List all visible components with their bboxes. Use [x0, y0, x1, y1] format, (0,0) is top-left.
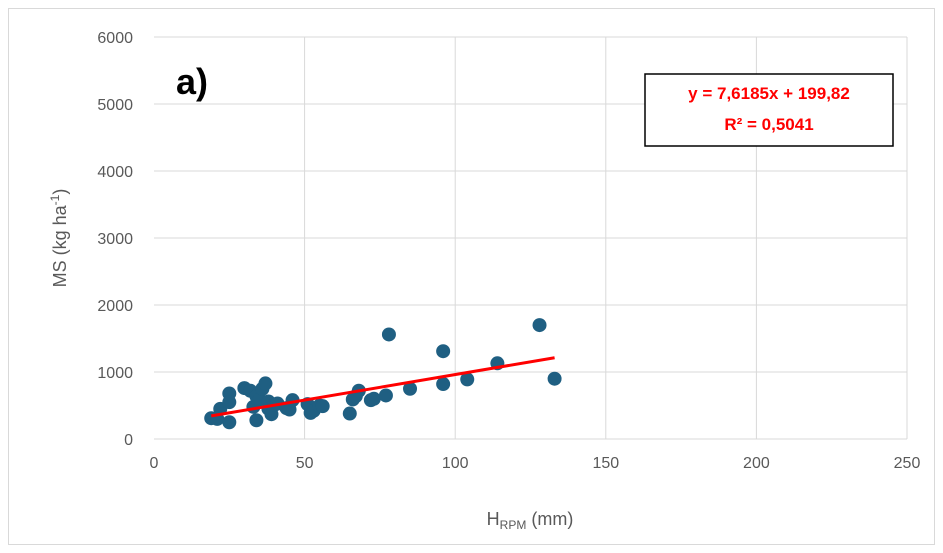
trendline-equation: y = 7,6185x + 199,82	[688, 84, 850, 103]
y-tick-labels: 0 1000 2000 3000 4000 5000 6000	[97, 30, 133, 449]
data-point	[378, 388, 393, 403]
trendline-group	[210, 356, 555, 418]
y-axis-title-superscript: -1	[48, 194, 62, 205]
x-tick-label: 100	[442, 455, 469, 472]
data-point	[342, 406, 357, 421]
data-point	[532, 318, 547, 333]
y-tick-label: 5000	[97, 97, 133, 114]
data-point	[249, 413, 264, 428]
data-point	[547, 371, 562, 386]
y-tick-label: 0	[124, 432, 133, 449]
x-axis-title-unit: (mm)	[526, 509, 573, 529]
panel-label: a)	[176, 61, 208, 102]
x-tick-label: 50	[296, 455, 314, 472]
r-squared: R² = 0,5041	[724, 115, 813, 134]
data-point	[222, 395, 237, 410]
equation-box	[644, 73, 894, 147]
data-point	[381, 327, 396, 342]
y-tick-label: 3000	[97, 231, 133, 248]
data-point	[366, 391, 381, 406]
x-tick-label: 150	[592, 455, 619, 472]
y-tick-label: 4000	[97, 164, 133, 181]
data-point	[403, 381, 418, 396]
y-axis-title-main: MS (kg ha	[50, 204, 70, 287]
x-axis-title-subscript: RPM	[500, 518, 527, 532]
x-axis-title-main: H	[487, 509, 500, 529]
data-point	[315, 399, 330, 414]
data-points	[204, 318, 562, 430]
y-tick-label: 1000	[97, 365, 133, 382]
data-point	[222, 415, 237, 430]
y-axis-title: MS (kg ha-1)	[48, 189, 70, 288]
x-axis-title: HRPM (mm)	[487, 509, 574, 532]
trendline	[210, 356, 555, 418]
y-tick-label: 6000	[97, 30, 133, 47]
y-axis-title-close: )	[50, 189, 70, 195]
data-point	[258, 376, 273, 391]
data-point	[436, 377, 451, 392]
data-point	[436, 344, 451, 359]
x-tick-label: 250	[894, 455, 921, 472]
x-tick-labels: 0 50 100 150 200 250	[150, 455, 921, 472]
x-tick-label: 0	[150, 455, 159, 472]
x-tick-label: 200	[743, 455, 770, 472]
data-point	[460, 372, 475, 387]
y-tick-label: 2000	[97, 298, 133, 315]
